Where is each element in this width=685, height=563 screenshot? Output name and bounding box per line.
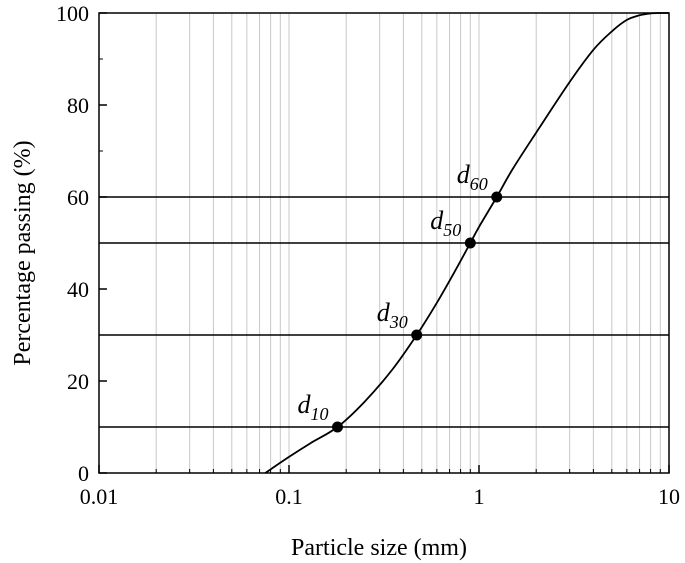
label-d50: d50 [430, 206, 461, 240]
marker-d10 [332, 421, 344, 433]
label-d-letter: d [430, 206, 444, 235]
x-axis-title: Particle size (mm) [291, 535, 467, 561]
y-tick-label: 20 [67, 369, 89, 394]
y-tick-label: 0 [78, 461, 89, 486]
x-tick-label: 10 [658, 484, 680, 509]
label-d-letter: d [457, 160, 471, 189]
y-tick-label: 40 [67, 277, 89, 302]
y-tick-label: 100 [56, 1, 89, 26]
label-d-subscript: 10 [311, 404, 329, 424]
y-axis-title: Percentage passing (%) [10, 140, 36, 365]
label-d10: d10 [298, 390, 329, 424]
marker-d60 [491, 191, 503, 203]
reference-lines [99, 196, 669, 428]
label-d60: d60 [457, 160, 488, 194]
x-tick-label: 0.1 [275, 484, 303, 509]
label-d-subscript: 50 [443, 220, 461, 240]
grading-curve-line [264, 12, 670, 474]
y-tick-label: 80 [67, 93, 89, 118]
x-tick-label: 0.01 [80, 484, 119, 509]
label-d-letter: d [298, 390, 312, 419]
marker-d50 [464, 237, 476, 249]
y-tick-label: 60 [67, 185, 89, 210]
marker-d30 [411, 329, 423, 341]
grading-curve [264, 12, 670, 474]
label-d30: d30 [377, 298, 408, 332]
x-tick-label: 1 [474, 484, 485, 509]
label-d-subscript: 60 [470, 174, 488, 194]
label-d-letter: d [377, 298, 391, 327]
label-d-subscript: 30 [389, 312, 408, 332]
